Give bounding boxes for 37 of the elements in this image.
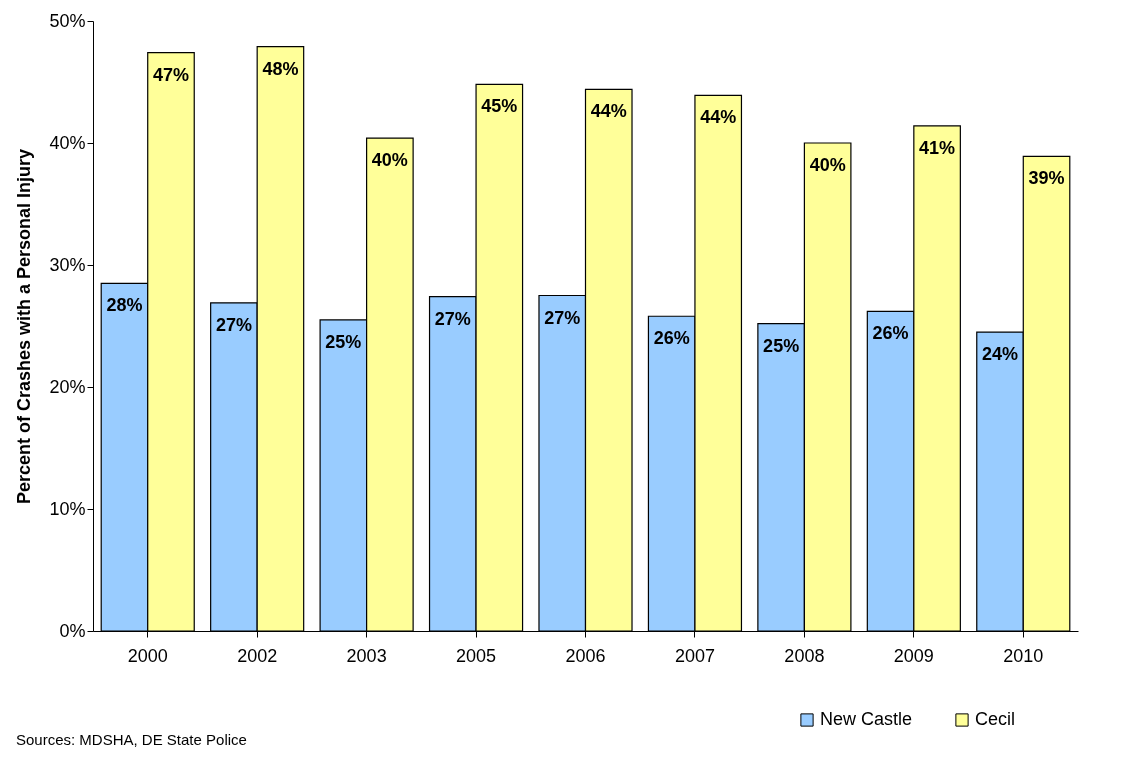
x-tick-label: 2003 [346, 645, 387, 666]
y-tick-label: 30% [49, 254, 86, 275]
x-tick-label: 2009 [893, 645, 934, 666]
x-tick-label: 2006 [565, 645, 606, 666]
x-tick-label: 2007 [674, 645, 715, 666]
data-label: 26% [653, 328, 690, 349]
y-axis-title: Percent of Crashes with a Personal Injury [14, 148, 35, 505]
legend-label: New Castle [820, 709, 913, 729]
data-label: 44% [590, 101, 627, 122]
legend-label: Cecil [975, 709, 1016, 729]
data-label: 27% [215, 314, 252, 335]
y-tick-label: 10% [49, 498, 86, 519]
data-label: 40% [809, 155, 846, 175]
data-label: 41% [919, 137, 956, 158]
x-tick-label: 2010 [1003, 645, 1044, 666]
data-label: 27% [544, 307, 581, 328]
data-label: 47% [152, 64, 189, 85]
data-label: 25% [763, 335, 800, 356]
data-label: 40% [371, 150, 408, 171]
x-tick-label: 2008 [784, 645, 825, 666]
source-note: Sources: MDSHA, DE State Police [15, 731, 247, 748]
y-tick-label: 0% [59, 620, 86, 641]
x-tick-label: 2000 [127, 645, 168, 666]
data-label: 45% [481, 96, 518, 117]
data-label: 48% [262, 58, 299, 79]
data-label: 26% [872, 323, 909, 344]
x-tick-label: 2002 [237, 645, 278, 666]
data-label: 25% [325, 331, 362, 352]
data-label: 24% [982, 344, 1019, 365]
y-tick-label: 40% [49, 132, 86, 153]
data-label: 28% [106, 295, 143, 316]
data-label: 39% [1028, 168, 1065, 189]
data-label: 27% [434, 308, 471, 329]
data-label: 44% [700, 107, 737, 128]
y-tick-label: 20% [49, 376, 86, 397]
x-tick-label: 2005 [456, 645, 497, 666]
y-tick-label: 50% [49, 10, 86, 31]
